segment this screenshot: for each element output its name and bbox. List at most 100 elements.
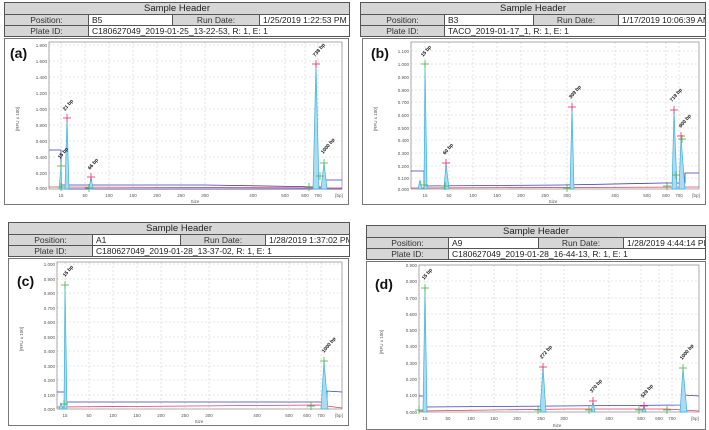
svg-text:200: 200: [153, 193, 161, 198]
svg-text:0.400: 0.400: [36, 155, 48, 160]
sample-header-title: Sample Header: [5, 3, 349, 15]
svg-text:250: 250: [177, 193, 185, 198]
svg-text:200: 200: [517, 193, 525, 198]
svg-text:200: 200: [513, 416, 521, 421]
electropherogram-b: 1.100 1.000 0.900 0.800 0.700 0.600 0.500 0.4…: [362, 38, 706, 205]
svg-text:1.000: 1.000: [398, 62, 410, 67]
svg-text:1000 bp: 1000 bp: [321, 336, 338, 354]
svg-text:0.000: 0.000: [36, 186, 48, 191]
svg-text:1.000: 1.000: [44, 262, 56, 267]
panel-label-b: (b): [371, 45, 389, 61]
svg-text:0.700: 0.700: [398, 100, 410, 105]
svg-text:0.100: 0.100: [406, 393, 418, 398]
svg-text:0.000: 0.000: [398, 187, 410, 192]
plate-id-label: Plate ID:: [367, 249, 449, 259]
svg-text:0.300: 0.300: [398, 151, 410, 156]
run-date-value: 1/17/2019 10:06:39 AM: [622, 15, 705, 25]
svg-text:1.000: 1.000: [36, 107, 48, 112]
sample-header-a: Sample Header Position: B5 Run Date: 1/2…: [4, 2, 350, 37]
svg-text:370 bp: 370 bp: [589, 378, 604, 394]
svg-text:0.600: 0.600: [36, 139, 48, 144]
svg-text:0.900: 0.900: [44, 277, 56, 282]
svg-text:0.500: 0.500: [406, 328, 418, 333]
sample-header-title: Sample Header: [9, 223, 349, 235]
svg-text:15: 15: [422, 193, 428, 198]
svg-text:150: 150: [493, 193, 501, 198]
position-label: Position:: [361, 15, 445, 25]
position-label: Position:: [367, 238, 449, 248]
panel-label-d: (d): [375, 276, 393, 292]
svg-text:15: 15: [58, 193, 64, 198]
svg-text:0.400: 0.400: [398, 138, 410, 143]
plate-id-label: Plate ID:: [5, 26, 89, 36]
svg-text:900 bp: 900 bp: [678, 113, 693, 129]
panel-label-a: (a): [10, 45, 28, 61]
sample-header-c: Sample Header Position: A1 Run Date: 1/2…: [8, 222, 350, 257]
plate-id-value: TACO_2019-01-17_1, R: 1, E: 1: [448, 26, 569, 36]
position-value: A1: [93, 235, 181, 245]
position-label: Position:: [5, 15, 89, 25]
svg-text:500: 500: [281, 193, 289, 198]
plate-id-label: Plate ID:: [9, 246, 93, 256]
position-value: B3: [445, 15, 534, 25]
plate-id-label: Plate ID:: [361, 26, 445, 36]
chart-plot-a: 1.800 1.600 1.400 1.200 1.000 0.800 0.600 0.4…: [15, 41, 343, 204]
svg-text:500: 500: [285, 413, 293, 418]
plate-id-value: C180627049_2019-01-28_13-37-02, R: 1, E:…: [96, 246, 272, 256]
position-value: A9: [449, 238, 539, 248]
svg-text:15 bp: 15 bp: [62, 264, 75, 278]
electropherogram-d: 0.900 0.800 0.700 0.600 0.500 0.400 0.300 0.2…: [366, 261, 706, 430]
svg-text:60 bp: 60 bp: [442, 142, 455, 156]
svg-text:0.700: 0.700: [44, 306, 56, 311]
svg-text:300: 300: [205, 413, 213, 418]
svg-text:0.800: 0.800: [44, 291, 56, 296]
svg-text:0.500: 0.500: [398, 126, 410, 131]
svg-text:0.700: 0.700: [406, 296, 418, 301]
svg-text:[bp]: [bp]: [692, 193, 700, 198]
position-value: B5: [89, 15, 173, 25]
svg-text:600: 600: [655, 416, 663, 421]
svg-text:50: 50: [446, 193, 452, 198]
svg-text:250: 250: [181, 413, 189, 418]
svg-text:400: 400: [605, 416, 613, 421]
panel-label-c: (c): [17, 273, 35, 289]
svg-text:500: 500: [637, 416, 645, 421]
svg-text:0.100: 0.100: [44, 393, 56, 398]
svg-text:0.600: 0.600: [398, 113, 410, 118]
svg-text:1.200: 1.200: [36, 91, 48, 96]
run-date-label: Run Date:: [534, 15, 619, 25]
sample-header-title: Sample Header: [367, 226, 705, 238]
svg-text:0.900: 0.900: [406, 263, 418, 268]
svg-text:66 bp: 66 bp: [87, 157, 100, 171]
sample-header-d: Sample Header Position: A9 Run Date: 1/2…: [366, 225, 706, 260]
svg-text:0.300: 0.300: [44, 364, 56, 369]
svg-text:309 bp: 309 bp: [568, 84, 583, 100]
svg-text:1.100: 1.100: [398, 49, 410, 54]
svg-text:0.900: 0.900: [398, 75, 410, 80]
run-date-value: 1/28/2019 4:44:14 PM: [627, 238, 705, 248]
svg-text:0.800: 0.800: [398, 88, 410, 93]
svg-text:0.200: 0.200: [398, 164, 410, 169]
svg-text:400: 400: [611, 193, 619, 198]
sample-header-b: Sample Header Position: B3 Run Date: 1/1…: [360, 2, 706, 37]
svg-text:15 bp: 15 bp: [420, 44, 433, 58]
svg-text:1.400: 1.400: [36, 75, 48, 80]
svg-text:300: 300: [560, 416, 568, 421]
svg-text:600: 600: [301, 193, 309, 198]
svg-text:100: 100: [467, 416, 475, 421]
plate-id-value: C180627049_2019-01-25_13-22-53, R: 1, E:…: [92, 26, 268, 36]
position-label: Position:: [9, 235, 93, 245]
svg-text:0.200: 0.200: [36, 171, 48, 176]
svg-text:400: 400: [253, 413, 261, 418]
svg-text:500: 500: [643, 193, 651, 198]
svg-text:Size: Size: [553, 423, 562, 428]
svg-text:Size: Size: [191, 199, 200, 204]
svg-text:50: 50: [86, 413, 92, 418]
svg-text:700: 700: [668, 416, 676, 421]
svg-text:100: 100: [105, 193, 113, 198]
svg-text:0.400: 0.400: [44, 349, 56, 354]
svg-text:0.600: 0.600: [44, 320, 56, 325]
svg-text:50: 50: [82, 193, 88, 198]
svg-text:50: 50: [445, 416, 451, 421]
svg-text:0.200: 0.200: [44, 378, 56, 383]
